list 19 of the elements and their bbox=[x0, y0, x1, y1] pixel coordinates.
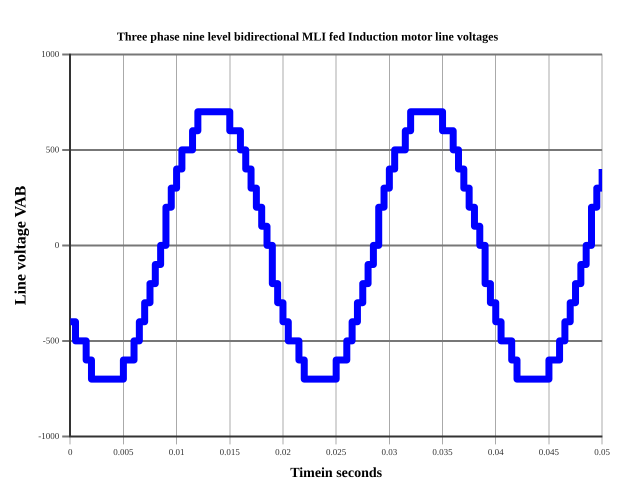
x-tick-label: 0.01 bbox=[168, 447, 184, 458]
x-tick-label: 0.03 bbox=[381, 447, 398, 458]
x-tick-label: 0.045 bbox=[538, 447, 560, 458]
x-tick-label: 0.04 bbox=[488, 447, 504, 458]
x-tick-label: 0.05 bbox=[594, 447, 610, 458]
y-tick-label: 1000 bbox=[41, 48, 60, 59]
x-tick-label: 0.02 bbox=[275, 447, 291, 458]
y-tick-label: -500 bbox=[42, 335, 60, 346]
x-tick-label: 0.005 bbox=[113, 447, 134, 458]
x-tick-label: 0.015 bbox=[220, 447, 240, 458]
x-tick-label: 0 bbox=[68, 447, 73, 458]
chart-title: Three phase nine level bidirectional MLI fed Induction motor line voltages bbox=[116, 29, 498, 44]
y-tick-label: 500 bbox=[46, 144, 60, 154]
x-tick-label: 0.025 bbox=[326, 447, 347, 458]
y-tick-label: 0 bbox=[54, 240, 60, 250]
y-axis-title: Line voltage VAB bbox=[12, 185, 30, 306]
x-axis-title: Timein seconds bbox=[290, 466, 383, 482]
x-tick-label: 0.035 bbox=[432, 447, 454, 458]
y-tick-label: -1000 bbox=[38, 430, 60, 441]
